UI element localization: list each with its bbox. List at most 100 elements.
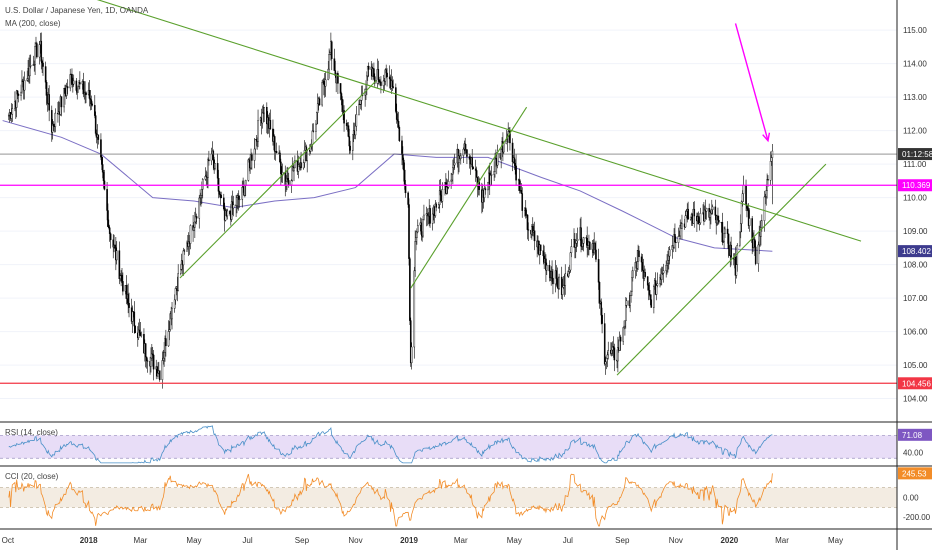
- candle-body: [581, 243, 584, 247]
- candle-body: [655, 285, 658, 295]
- candle-body: [20, 91, 22, 96]
- candle-body: [408, 204, 410, 259]
- candle-body: [622, 327, 624, 342]
- candle-body: [349, 145, 351, 151]
- candle-body: [484, 188, 487, 191]
- candle-body: [200, 195, 202, 198]
- cci-legend[interactable]: CCI (20, close): [5, 472, 58, 481]
- candle-body: [575, 240, 578, 244]
- candle-body: [754, 239, 756, 248]
- candle-body: [101, 164, 104, 173]
- candle-body: [41, 61, 43, 64]
- candle-body: [494, 158, 496, 172]
- candle-body: [401, 140, 403, 155]
- candle-body: [521, 193, 524, 211]
- candle-body: [29, 66, 31, 77]
- candle-body: [263, 107, 265, 114]
- time-tick-label: Mar: [134, 536, 148, 545]
- candle-body: [681, 223, 683, 229]
- candle-body: [502, 143, 505, 153]
- candle-body: [496, 153, 499, 166]
- candle-body: [630, 291, 632, 296]
- candle-body: [91, 103, 93, 106]
- candle-body: [613, 347, 616, 361]
- candle-body: [763, 196, 766, 221]
- candle-body: [699, 213, 702, 224]
- rsi-legend-label: RSI (14, close): [5, 428, 58, 437]
- candle-body: [416, 231, 418, 238]
- candle-body: [420, 222, 423, 235]
- candle-body: [679, 225, 682, 237]
- candle-body: [329, 52, 331, 55]
- channel-2018-trendline: [179, 79, 377, 279]
- candle-body: [569, 252, 572, 271]
- candle-body: [445, 186, 448, 194]
- countdown-tag: 01:12:58: [902, 150, 932, 159]
- ma-legend[interactable]: MA (200, close): [5, 19, 61, 28]
- candle-body: [244, 185, 246, 196]
- candle-body: [656, 283, 659, 286]
- rising-support-2019-trendline: [616, 163, 827, 376]
- candle-body: [674, 234, 676, 243]
- descending-resistance-trendline: [96, 0, 862, 242]
- ma200-line: [2, 120, 773, 252]
- candle-body: [409, 320, 412, 364]
- candle-body: [564, 273, 567, 286]
- candle-body: [409, 258, 411, 321]
- candle-body: [66, 86, 69, 89]
- candle-body: [359, 100, 362, 105]
- rsi-band: [0, 435, 897, 459]
- candle-body: [106, 189, 108, 211]
- candle-body: [466, 149, 468, 157]
- candle-body: [438, 204, 440, 208]
- candle-body: [72, 80, 75, 85]
- candle-body: [157, 373, 159, 377]
- candle-body: [410, 346, 413, 364]
- candle-body: [548, 265, 551, 272]
- candle-body: [378, 79, 380, 82]
- candle-body: [604, 361, 607, 365]
- candle-body: [668, 255, 670, 261]
- candle-body: [647, 285, 650, 291]
- candle-body: [341, 99, 344, 112]
- candle-body: [163, 352, 165, 359]
- rsi-legend[interactable]: RSI (14, close): [5, 428, 58, 437]
- candle-body: [316, 103, 319, 113]
- time-tick-label: 2018: [80, 536, 98, 545]
- candle-body: [358, 103, 360, 115]
- time-tick-label: Nov: [669, 536, 683, 545]
- candle-body: [597, 259, 600, 283]
- resistance-tag-bg: [898, 179, 932, 192]
- rsi-tick-label: 40.00: [903, 449, 924, 458]
- candle-body: [509, 130, 511, 144]
- candle-body: [251, 154, 253, 161]
- candle-body: [739, 231, 741, 246]
- candle-body: [229, 210, 231, 215]
- candle-body: [88, 90, 91, 99]
- candle-body: [330, 41, 333, 59]
- candle-body: [107, 210, 109, 227]
- candle-body: [340, 93, 343, 100]
- candle-body: [38, 44, 41, 58]
- candle-body: [311, 130, 314, 145]
- candle-body: [526, 214, 529, 230]
- candle-body: [226, 210, 229, 217]
- candle-body: [90, 99, 93, 105]
- cci-value-tag-bg: [898, 467, 932, 480]
- candle-body: [561, 287, 564, 295]
- candle-body: [594, 243, 596, 251]
- candle-body: [195, 216, 198, 219]
- price-tick-label: 110.00: [903, 194, 927, 203]
- candle-body: [316, 112, 318, 125]
- arrow-shaft: [734, 23, 769, 141]
- candle-body: [769, 161, 772, 181]
- candle-body: [606, 354, 609, 359]
- candle-body: [675, 242, 677, 244]
- rsi-line: [8, 425, 773, 464]
- candle-body: [472, 166, 474, 170]
- time-tick-label: May: [828, 536, 843, 545]
- candle-body: [632, 270, 634, 278]
- candle-body: [71, 74, 73, 85]
- candle-body: [287, 178, 289, 181]
- symbol-legend[interactable]: U.S. Dollar / Japanese Yen, 1D, OANDA: [5, 6, 148, 15]
